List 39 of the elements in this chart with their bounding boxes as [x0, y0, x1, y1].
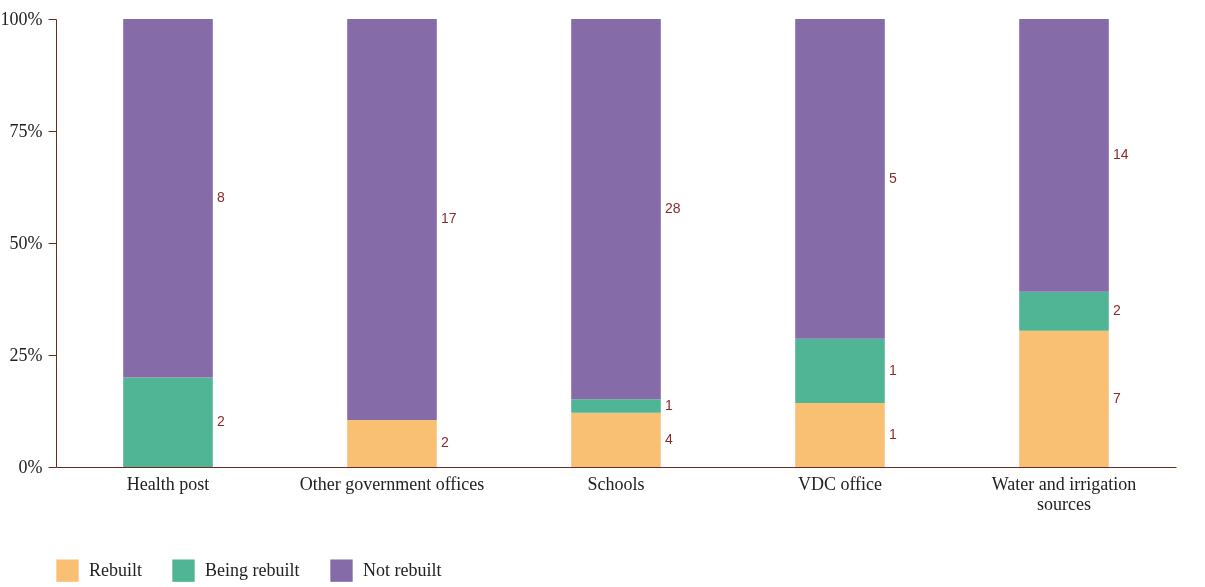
bar	[571, 412, 661, 467]
annotation: 2	[1113, 302, 1121, 319]
bar	[795, 338, 885, 403]
annotation: 1	[665, 397, 673, 414]
annotation: 17	[441, 210, 457, 227]
bar	[1019, 291, 1109, 331]
annotation: 28	[665, 200, 681, 217]
x-tick-label: Schools	[587, 473, 645, 494]
x-tick-label: Water and irrigation sources	[991, 473, 1137, 514]
x-tick-label: Health post	[126, 473, 210, 494]
annotation: 2	[441, 434, 449, 451]
annotation: 4	[665, 430, 673, 447]
annotation: 1	[889, 425, 897, 442]
bar	[795, 402, 885, 467]
y-tick-label: 0%	[18, 456, 43, 477]
bar	[347, 19, 437, 420]
bar	[571, 399, 661, 413]
legend-label: Not rebuilt	[363, 559, 442, 580]
bar	[347, 419, 437, 467]
bar	[571, 19, 661, 400]
annotation: 5	[889, 169, 897, 186]
y-tick-label: 25%	[9, 344, 43, 365]
x-tick-label: VDC office	[797, 473, 883, 494]
annotation: 7	[1113, 389, 1121, 406]
annotation: 14	[1113, 146, 1129, 163]
annotation: 1	[889, 361, 897, 378]
bar	[1019, 330, 1109, 467]
bar	[123, 19, 213, 378]
x-tick-label: Other government offices	[299, 473, 485, 494]
y-tick-label: 75%	[9, 120, 43, 141]
annotation: 8	[217, 189, 225, 206]
bar	[795, 19, 885, 339]
y-tick-label: 100%	[0, 8, 43, 29]
legend-label: Being rebuilt	[205, 559, 300, 580]
legend-label: Rebuilt	[89, 559, 142, 580]
bar	[1019, 19, 1109, 292]
y-tick-label: 50%	[9, 232, 43, 253]
annotation: 2	[217, 413, 225, 430]
bar	[123, 377, 213, 467]
